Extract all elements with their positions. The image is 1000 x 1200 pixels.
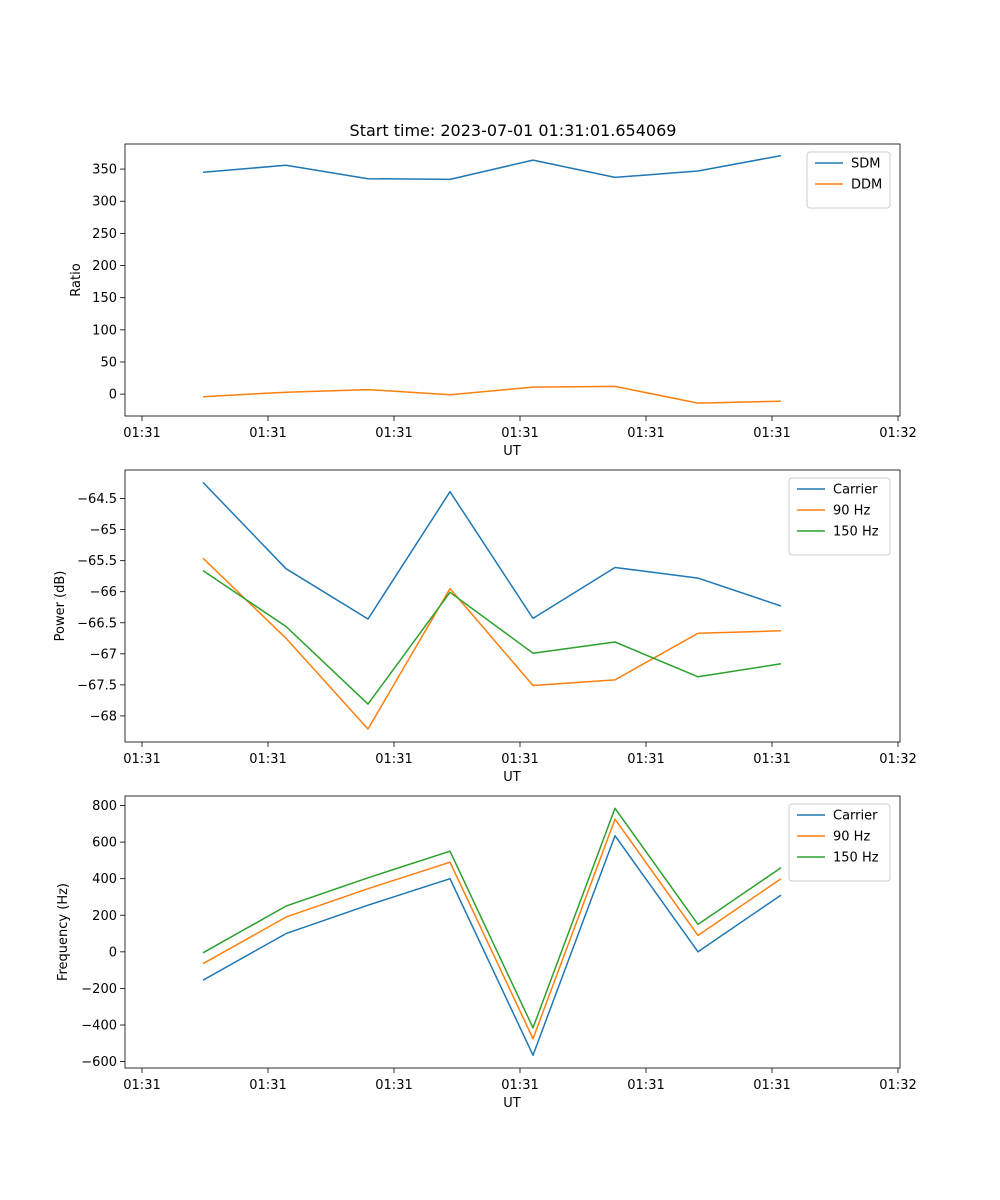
x-tick-label: 01:31 (249, 752, 286, 767)
chart-panel-1: 0 50 100 150 200 250 300 350 01:31 01:31 01:31 01:3… (69, 143, 917, 459)
series-line-150-hz (202, 569, 782, 705)
x-tick-label: 01:31 (501, 752, 538, 767)
y-tick-label: −200 (81, 982, 117, 997)
y-tick-label: −65.5 (77, 554, 117, 569)
series-line-carrier (202, 834, 782, 1056)
x-axis-label: UT (503, 770, 521, 785)
y-tick-label: 150 (92, 291, 117, 306)
chart-panel-2: −68 −67.5 −67 −66.5 −66 −65.5 −65 −64.5 01:31 01:… (53, 469, 917, 785)
y-tick-label: −67.5 (77, 678, 117, 693)
legend-label: 90 Hz (833, 830, 870, 845)
x-tick-label: 01:31 (627, 426, 664, 441)
y-tick-label: 300 (92, 195, 117, 210)
y-tick-label: −65 (90, 523, 117, 538)
y-tick-label: 400 (92, 872, 117, 887)
legend-label: Carrier (833, 483, 878, 498)
series-line-carrier (202, 481, 782, 620)
y-tick-label: 350 (92, 163, 117, 178)
figure-title: Start time: 2023-07-01 01:31:01.654069 (350, 121, 677, 140)
x-tick-label: 01:31 (123, 752, 160, 767)
y-tick-label: −400 (81, 1019, 117, 1034)
series-line-150-hz (202, 807, 782, 1029)
legend-label: SDM (851, 157, 880, 172)
x-tick-label: 01:31 (375, 752, 412, 767)
legend-box (806, 151, 891, 209)
legend-label: DDM (851, 178, 882, 193)
y-axis-label: Frequency (Hz) (56, 883, 71, 981)
legend: Carrier 90 Hz 150 Hz (788, 477, 891, 556)
axes-frame (124, 795, 901, 1069)
y-tick-label: 50 (100, 355, 117, 370)
legend-label: 150 Hz (833, 851, 879, 866)
legend: Carrier 90 Hz 150 Hz (788, 803, 891, 882)
y-tick-label: 200 (92, 909, 117, 924)
y-axis-label: Power (dB) (53, 571, 68, 642)
series-line-sdm (202, 154, 782, 181)
y-tick-label: −64.5 (77, 492, 117, 507)
series-line-90-hz (202, 818, 782, 1040)
y-tick-label: −66.5 (77, 616, 117, 631)
axes-frame (124, 143, 901, 417)
x-tick-label: 01:31 (123, 426, 160, 441)
x-tick-label: 01:32 (879, 426, 916, 441)
x-tick-label: 01:32 (879, 1078, 916, 1093)
y-tick-label: 250 (92, 227, 117, 242)
x-tick-label: 01:31 (249, 1078, 286, 1093)
x-tick-label: 01:31 (375, 426, 412, 441)
x-tick-label: 01:31 (375, 1078, 412, 1093)
y-axis-label: Ratio (69, 263, 84, 296)
legend-label: 150 Hz (833, 525, 879, 540)
x-axis-label: UT (503, 444, 521, 459)
y-tick-label: 0 (109, 388, 117, 403)
x-tick-label: 01:31 (123, 1078, 160, 1093)
series-line-90-hz (202, 557, 782, 730)
x-tick-label: 01:31 (753, 1078, 790, 1093)
y-tick-label: 200 (92, 259, 117, 274)
x-tick-label: 01:31 (753, 752, 790, 767)
axes-frame (124, 469, 901, 743)
y-tick-label: −68 (90, 709, 117, 724)
y-tick-label: 100 (92, 323, 117, 338)
chart-panel-3: −600 −400 −200 0 200 400 600 800 01:31 01:31 01:31… (56, 795, 917, 1111)
y-tick-label: −66 (90, 585, 117, 600)
y-tick-label: 0 (109, 945, 117, 960)
legend-label: 90 Hz (833, 504, 870, 519)
x-tick-label: 01:31 (249, 426, 286, 441)
x-tick-label: 01:31 (501, 1078, 538, 1093)
x-axis-label: UT (503, 1096, 521, 1111)
legend-box (788, 477, 891, 556)
y-tick-label: 600 (92, 836, 117, 851)
legend-box (788, 803, 891, 882)
y-tick-label: 800 (92, 799, 117, 814)
y-tick-label: −67 (90, 647, 117, 662)
legend: SDM DDM (806, 151, 891, 209)
x-tick-label: 01:31 (753, 426, 790, 441)
legend-label: Carrier (833, 809, 878, 824)
x-tick-label: 01:31 (501, 426, 538, 441)
y-tick-label: −600 (81, 1055, 117, 1070)
x-tick-label: 01:31 (627, 1078, 664, 1093)
x-tick-label: 01:32 (879, 752, 916, 767)
series-line-ddm (202, 385, 782, 404)
x-tick-label: 01:31 (627, 752, 664, 767)
